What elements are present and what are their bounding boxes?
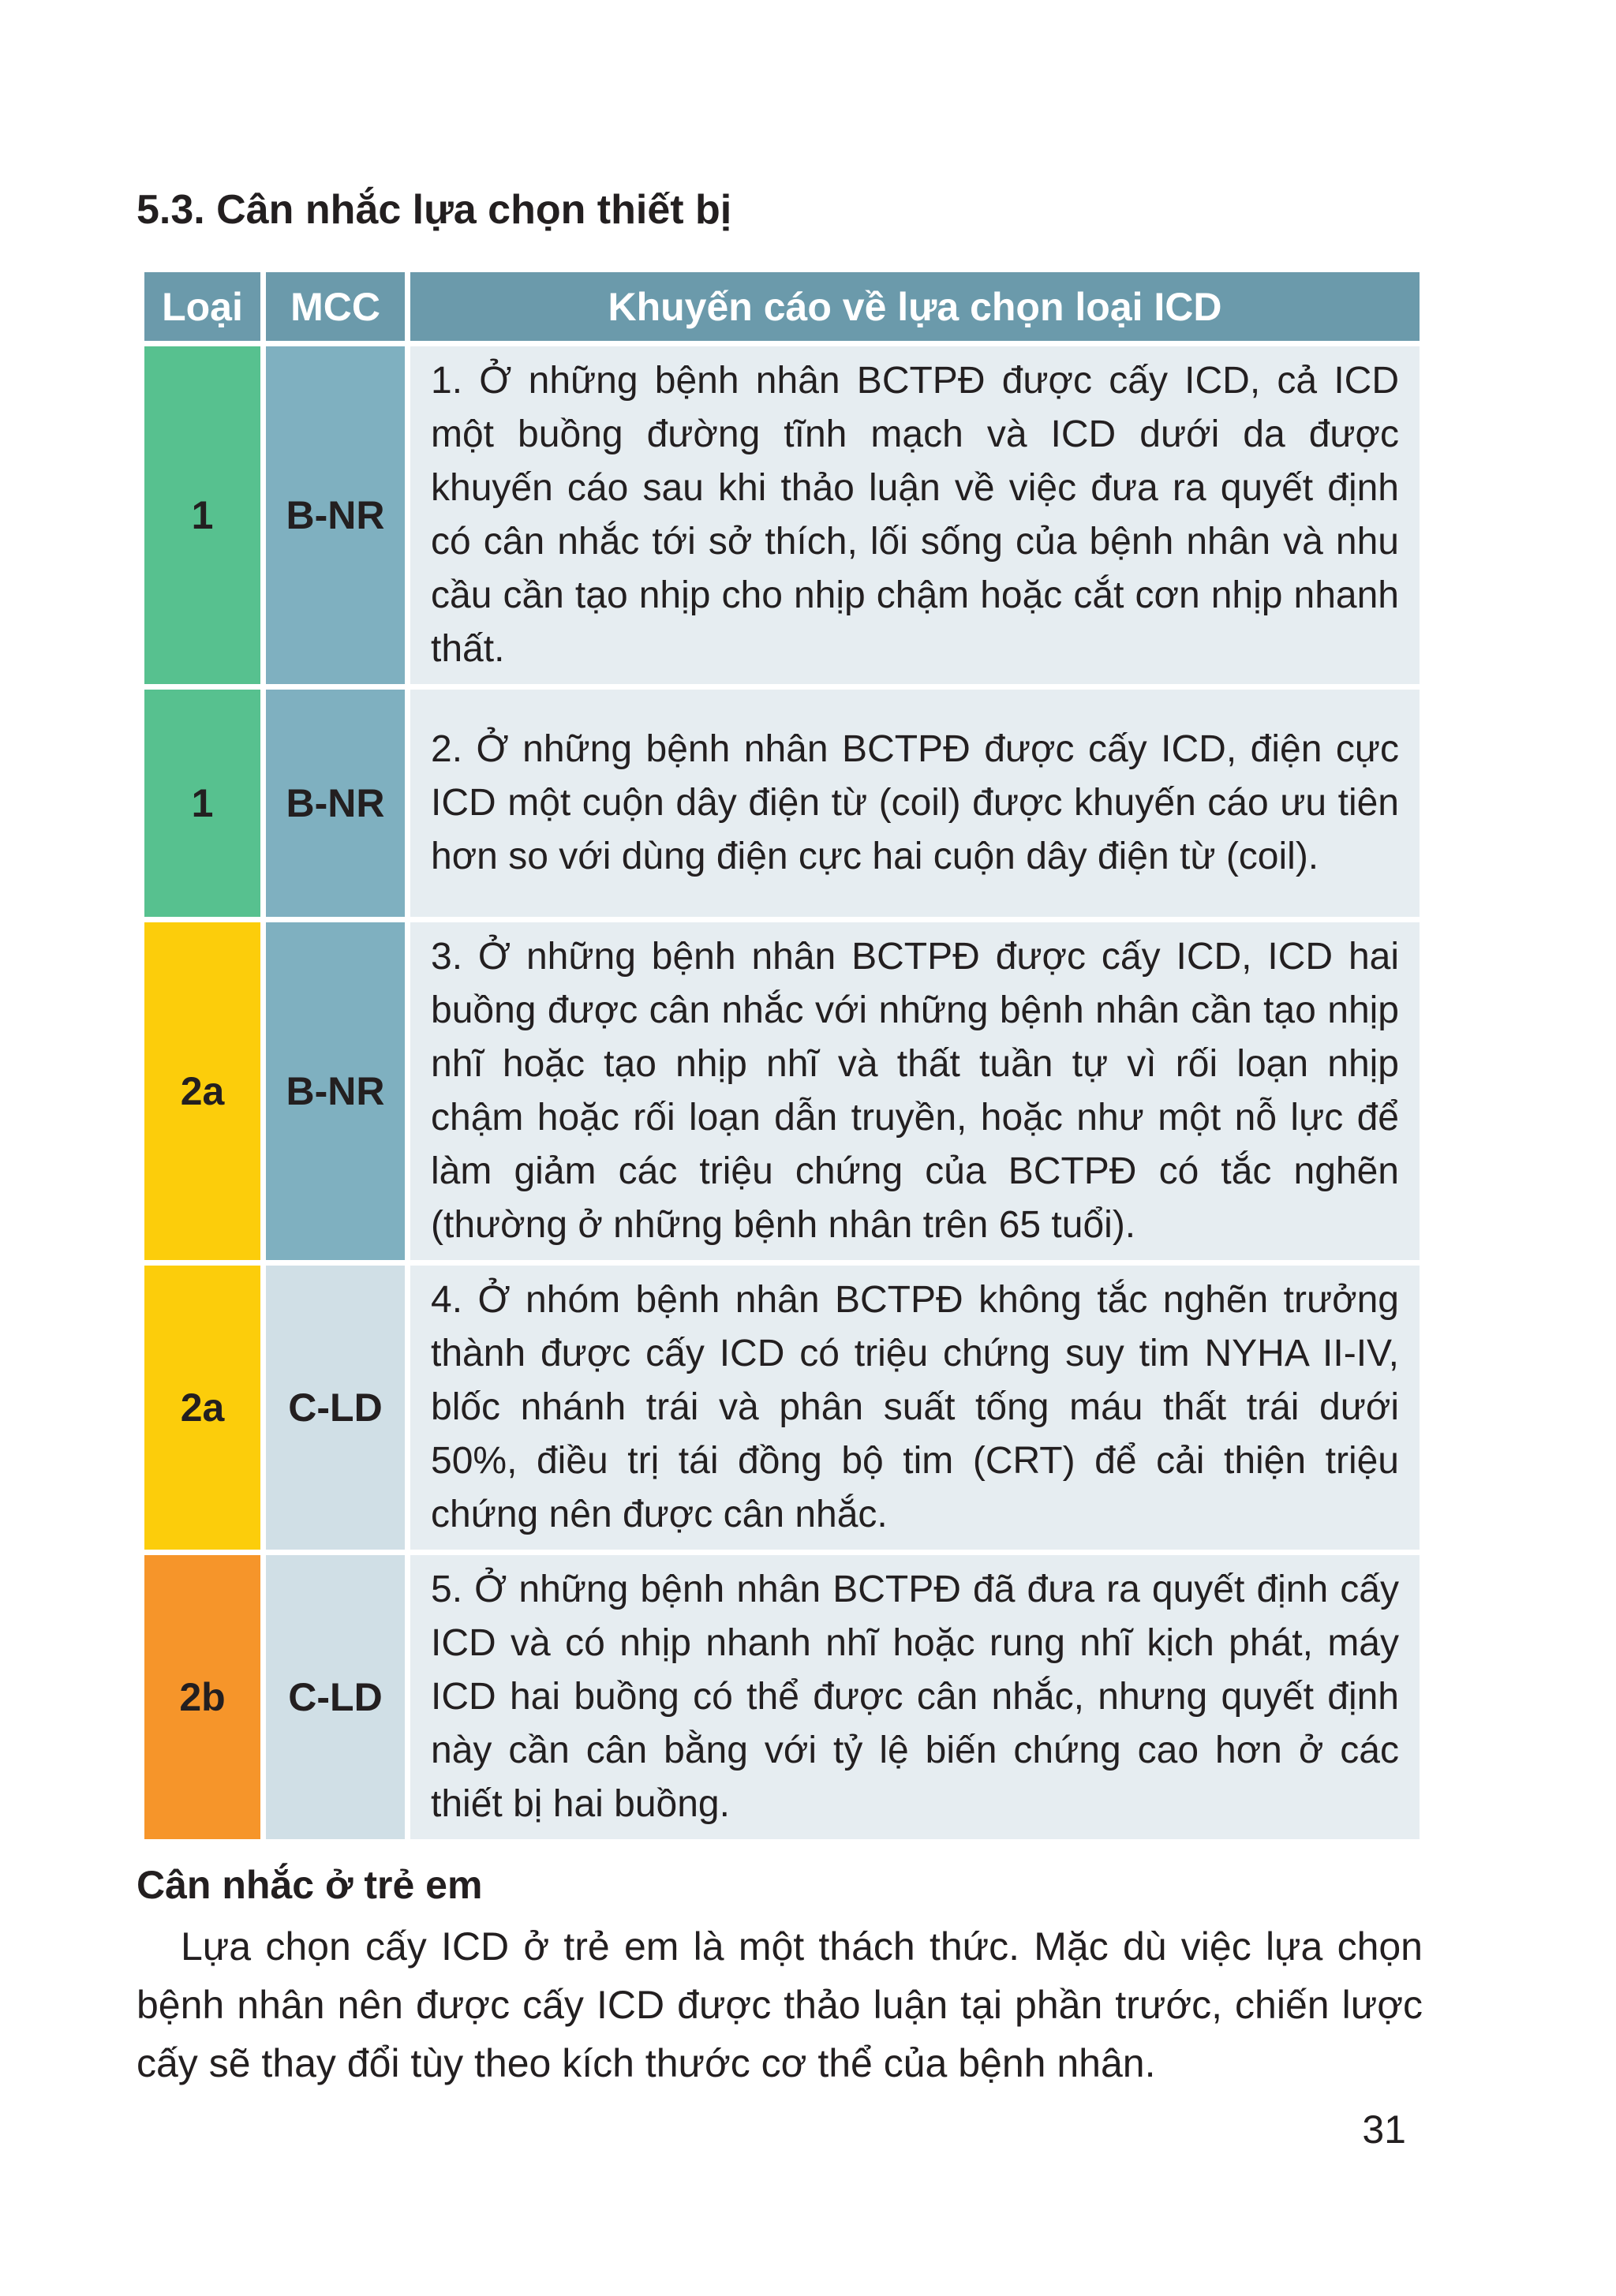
recommendation-cell: 5. Ở những bệnh nhân BCTPĐ đã đưa ra quy… <box>410 1555 1420 1839</box>
subheading: Cân nhắc ở trẻ em <box>137 1863 483 1907</box>
recommendation-cell: 3. Ở những bệnh nhân BCTPĐ được cấy ICD,… <box>410 922 1420 1260</box>
recommendation-cell: 2. Ở những bệnh nhân BCTPĐ được cấy ICD,… <box>410 690 1420 917</box>
table-row: 2a B-NR 3. Ở những bệnh nhân BCTPĐ được … <box>144 922 1420 1260</box>
header-recommendation: Khuyến cáo về lựa chọn loại ICD <box>410 272 1420 341</box>
table-row: 2b C-LD 5. Ở những bệnh nhân BCTPĐ đã đư… <box>144 1555 1420 1839</box>
recommendation-table: Loại MCC Khuyến cáo về lựa chọn loại ICD… <box>139 267 1425 1845</box>
page-number: 31 <box>1362 2107 1406 2152</box>
table-row: 1 B-NR 1. Ở những bệnh nhân BCTPĐ được c… <box>144 346 1420 684</box>
evidence-level-cell: B-NR <box>266 690 405 917</box>
evidence-level-cell: B-NR <box>266 922 405 1260</box>
recommendation-cell: 4. Ở nhóm bệnh nhân BCTPĐ không tắc nghẽ… <box>410 1266 1420 1550</box>
header-mcc: MCC <box>266 272 405 341</box>
class-cell: 2a <box>144 922 260 1260</box>
class-cell: 2b <box>144 1555 260 1839</box>
evidence-level-cell: C-LD <box>266 1266 405 1550</box>
class-cell: 1 <box>144 346 260 684</box>
table-row: 2a C-LD 4. Ở nhóm bệnh nhân BCTPĐ không … <box>144 1266 1420 1550</box>
evidence-level-cell: B-NR <box>266 346 405 684</box>
table-header-row: Loại MCC Khuyến cáo về lựa chọn loại ICD <box>144 272 1420 341</box>
header-loai: Loại <box>144 272 260 341</box>
table-row: 1 B-NR 2. Ở những bệnh nhân BCTPĐ được c… <box>144 690 1420 917</box>
class-cell: 2a <box>144 1266 260 1550</box>
class-cell: 1 <box>144 690 260 917</box>
recommendation-cell: 1. Ở những bệnh nhân BCTPĐ được cấy ICD,… <box>410 346 1420 684</box>
body-paragraph: Lựa chọn cấy ICD ở trẻ em là một thách t… <box>137 1924 1423 2085</box>
evidence-level-cell: C-LD <box>266 1555 405 1839</box>
section-title: 5.3. Cân nhắc lựa chọn thiết bị <box>137 187 732 233</box>
